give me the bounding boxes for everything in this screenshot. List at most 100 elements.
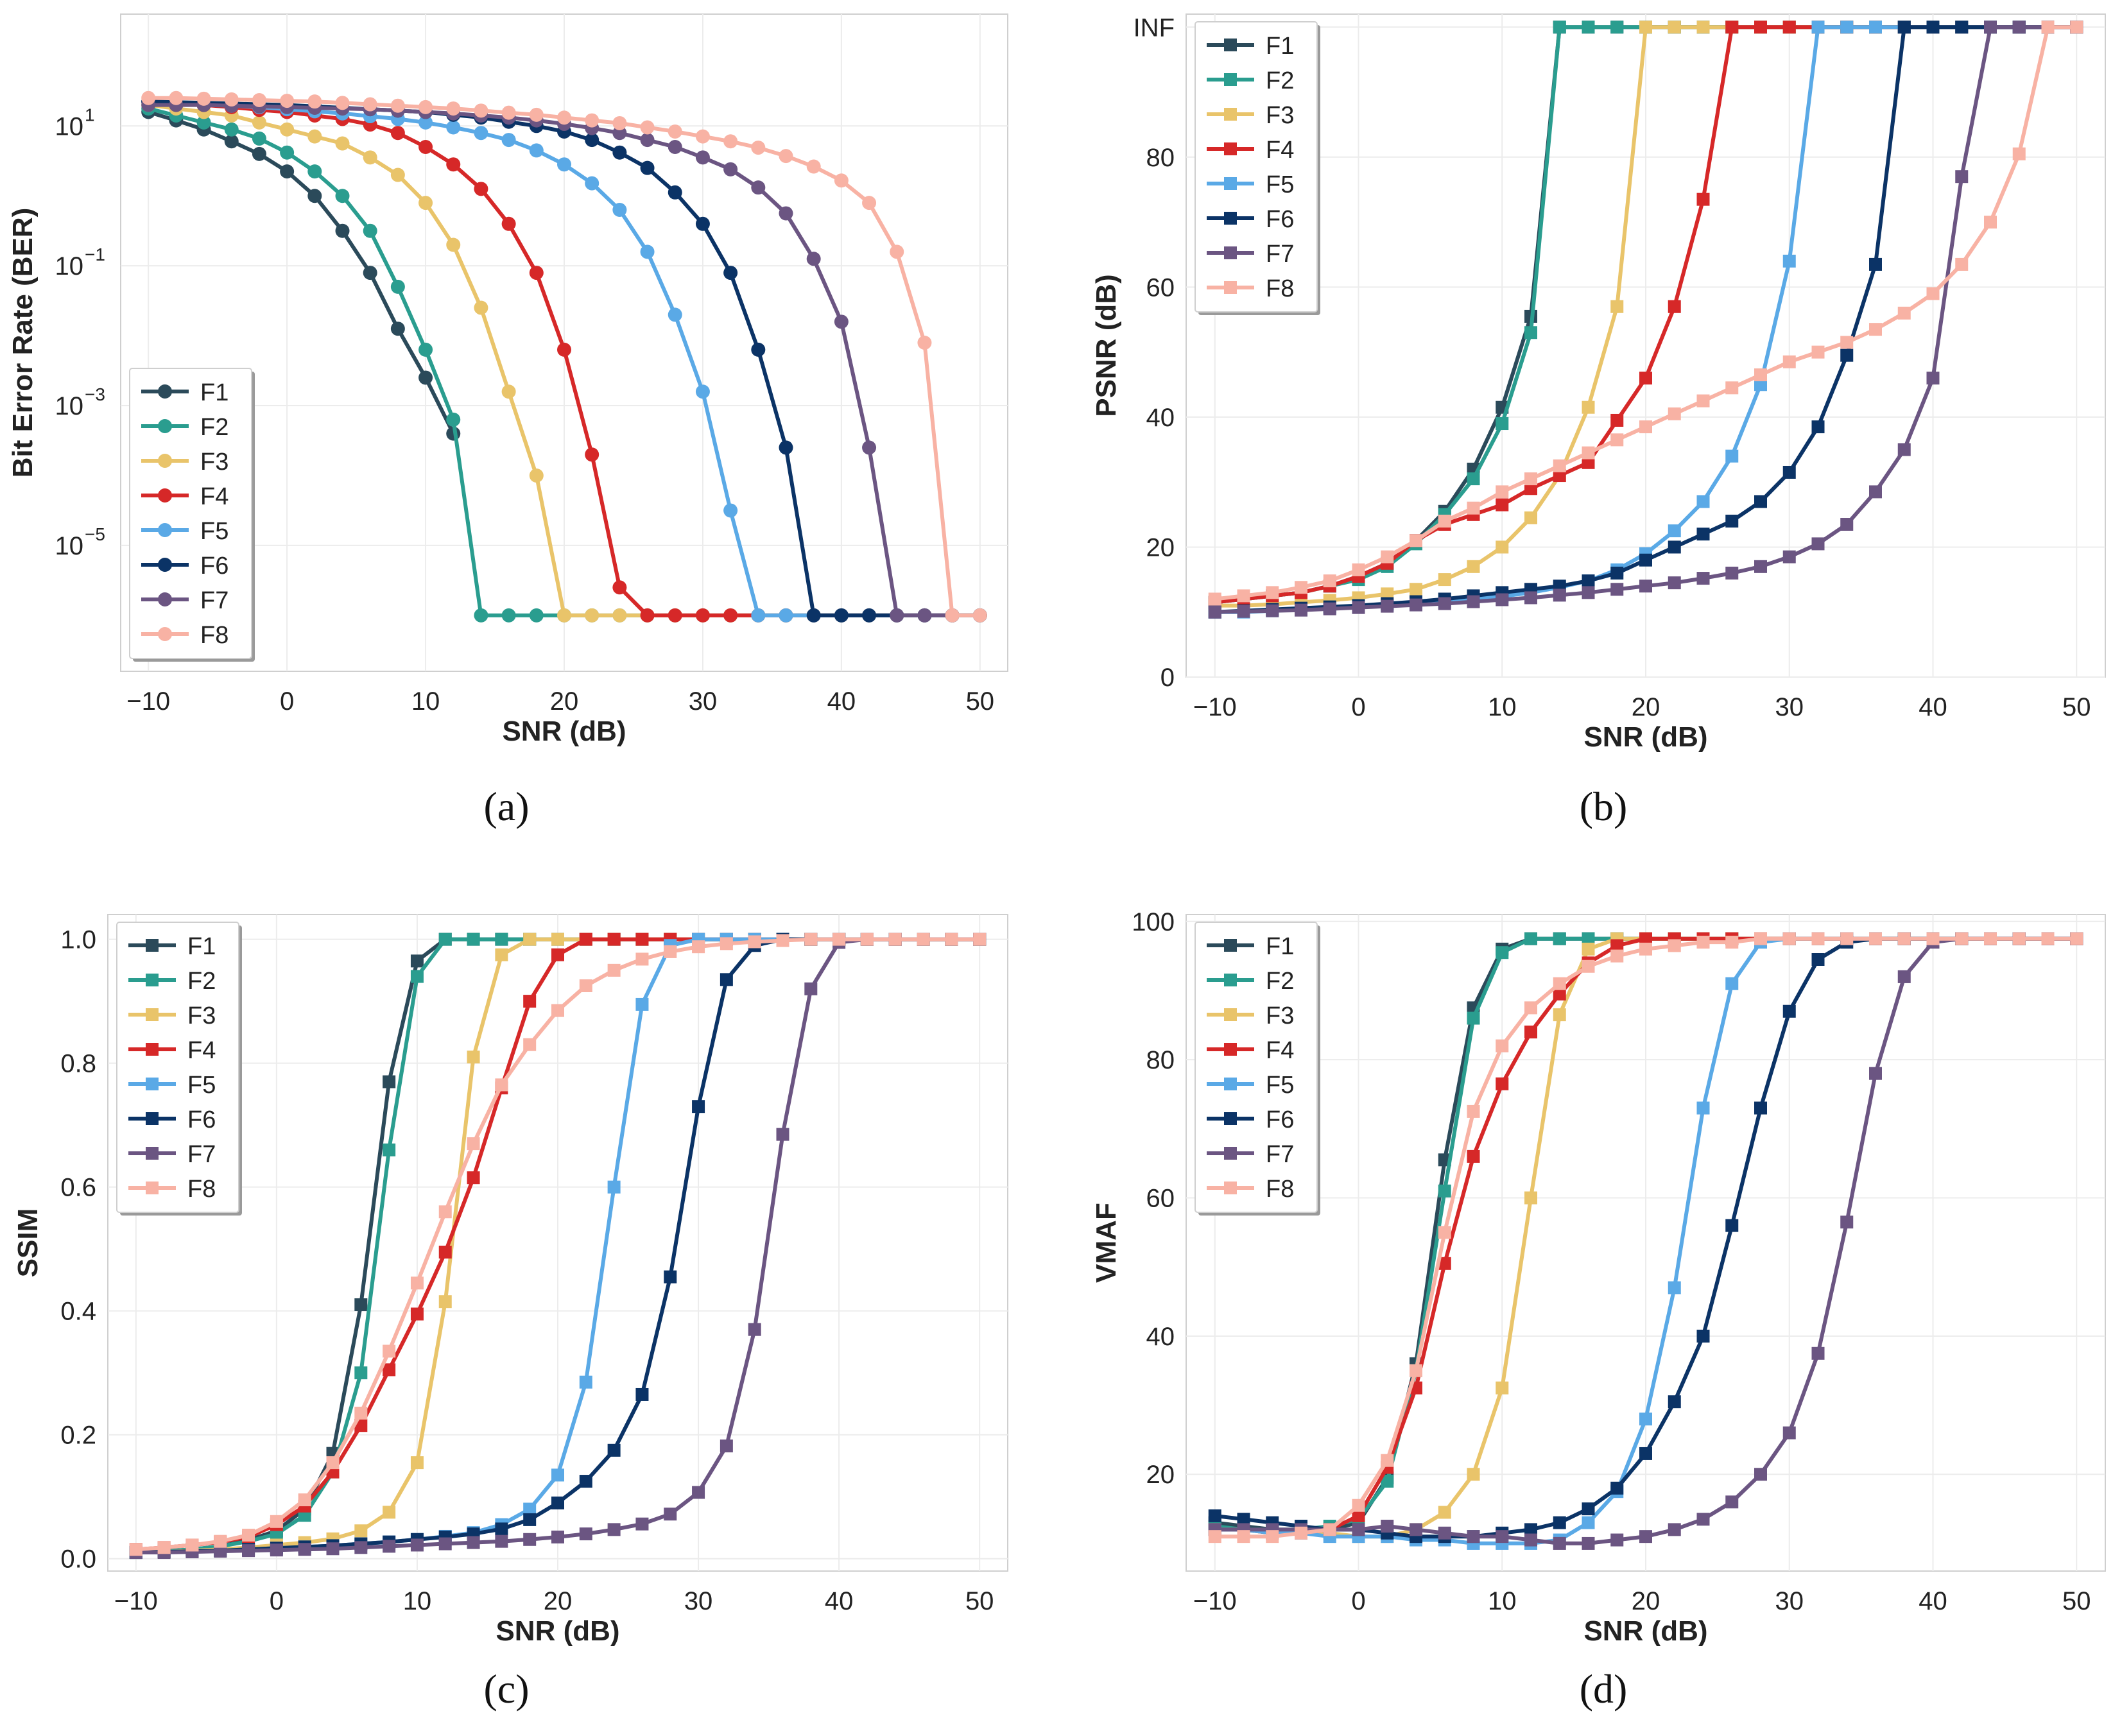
y-tick-label: 10	[55, 252, 84, 280]
series-F8	[141, 90, 987, 623]
data-point	[1467, 560, 1480, 573]
data-point	[1323, 1523, 1336, 1536]
data-point	[495, 948, 508, 961]
data-point	[298, 1493, 311, 1507]
data-point	[1295, 1526, 1307, 1540]
x-tick-label: 40	[825, 1587, 854, 1615]
data-point	[280, 164, 295, 179]
chart-panel-b: −10 0 10 20 30 40 50 0 20 40 60 80 INF SNR (dB) PSNR (…	[1091, 13, 2106, 753]
data-point	[523, 1533, 537, 1546]
data-point	[270, 1515, 283, 1528]
data-point	[438, 1537, 452, 1551]
data-point	[1208, 605, 1221, 619]
data-point	[438, 1295, 452, 1309]
data-point	[551, 1004, 564, 1017]
legend-marker	[146, 974, 159, 986]
data-point	[438, 1205, 452, 1219]
data-point	[529, 266, 544, 280]
chart-panel-c: −10 0 10 20 30 40 50 0.0 0.2 0.4 0.6 0.8 1.0 SNR (dB)…	[12, 914, 1008, 1647]
data-point	[418, 370, 433, 385]
data-point	[354, 1366, 368, 1380]
legend-label: F8	[1266, 1176, 1294, 1203]
data-point	[1553, 21, 1566, 34]
legend-label: F1	[1266, 933, 1294, 960]
grid	[1186, 915, 2105, 1571]
legend-label: F1	[200, 379, 229, 406]
data-point	[467, 1171, 480, 1185]
data-point	[418, 342, 433, 357]
data-point	[1840, 348, 1854, 362]
data-point	[862, 608, 877, 623]
data-point	[1323, 602, 1336, 615]
legend-marker	[158, 419, 172, 433]
data-point	[1352, 1509, 1365, 1522]
data-point	[270, 1543, 283, 1557]
x-axis-label: SNR (dB)	[502, 716, 626, 747]
data-point	[917, 608, 932, 623]
data-point	[252, 92, 266, 107]
data-point	[1381, 599, 1394, 613]
data-point	[1926, 372, 1940, 385]
x-tick-label: 30	[1775, 693, 1804, 721]
legend-marker	[146, 1147, 159, 1160]
data-point	[529, 608, 544, 623]
data-point	[806, 159, 821, 174]
data-point	[1696, 1513, 1710, 1526]
data-point	[579, 932, 592, 946]
series-F8	[1208, 932, 2083, 1543]
y-tick-label: 60	[1146, 273, 1175, 302]
data-point	[1582, 574, 1595, 588]
data-point	[640, 160, 655, 175]
legend-marker	[1224, 939, 1237, 952]
legend-marker	[158, 592, 172, 606]
data-point	[748, 935, 761, 949]
data-point	[1696, 394, 1710, 408]
data-point	[945, 932, 958, 946]
data-point	[1295, 581, 1307, 594]
data-point	[723, 134, 738, 149]
x-axis-label: SNR (dB)	[1583, 1615, 1707, 1647]
data-point	[363, 266, 377, 280]
data-point	[1811, 345, 1825, 359]
y-tick-label: 10	[55, 392, 84, 420]
data-point	[1610, 1533, 1624, 1547]
data-point	[551, 948, 564, 961]
legend-label: F5	[187, 1072, 216, 1099]
data-point	[1352, 563, 1365, 576]
y-tick-label: 0.2	[60, 1422, 96, 1450]
data-point	[1496, 946, 1509, 959]
data-point	[1524, 511, 1537, 524]
data-point	[1524, 1191, 1537, 1205]
data-point	[1553, 1536, 1566, 1550]
data-point	[390, 98, 405, 113]
data-point	[1668, 1281, 1681, 1294]
data-point	[418, 99, 433, 114]
legend-label: F8	[1266, 275, 1294, 302]
data-point	[1496, 1077, 1509, 1090]
data-point	[1582, 456, 1595, 469]
data-point	[2070, 21, 2083, 34]
data-point	[1754, 1468, 1767, 1481]
data-point	[1696, 193, 1710, 206]
data-point	[1984, 216, 1997, 229]
data-point	[242, 1544, 255, 1558]
legend-label: F8	[200, 622, 229, 649]
data-point	[280, 122, 295, 137]
data-point	[1352, 601, 1365, 614]
legend-marker	[146, 1008, 159, 1021]
legend-marker	[1224, 1147, 1237, 1160]
data-point	[1897, 21, 1911, 34]
data-point	[129, 1543, 142, 1556]
data-point	[1840, 1216, 1854, 1229]
data-point	[1467, 501, 1480, 515]
data-point	[804, 982, 818, 995]
legend-box	[1194, 922, 1318, 1213]
data-point	[720, 973, 733, 986]
data-point	[585, 113, 599, 128]
panel-label-c: (c)	[483, 1666, 530, 1712]
data-point	[501, 608, 516, 623]
data-point	[1467, 1011, 1480, 1025]
data-point	[298, 1543, 311, 1556]
data-point	[1610, 583, 1624, 596]
data-point	[474, 182, 488, 196]
